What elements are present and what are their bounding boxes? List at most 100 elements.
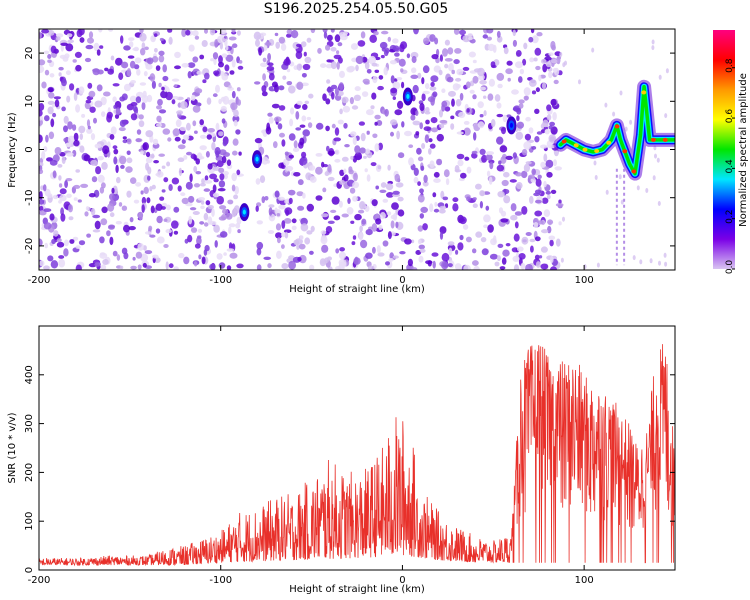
- spectrogram-cell: [529, 195, 534, 204]
- spectrogram-cell: [68, 216, 74, 221]
- spectrogram-cell: [496, 255, 501, 262]
- spectrogram-cell: [534, 236, 541, 242]
- spectrogram-cell: [271, 103, 280, 109]
- spectrogram-cell: [334, 34, 341, 43]
- spectrogram-cell: [112, 145, 118, 150]
- spectrogram-cell: [172, 128, 180, 137]
- spectrogram-cell: [457, 242, 464, 251]
- spectrogram-cell: [271, 81, 278, 88]
- spectrogram-cell: [315, 195, 323, 201]
- spectrogram-cell: [331, 123, 336, 129]
- spectrogram-cell: [364, 61, 370, 70]
- spectrogram-cell: [386, 211, 392, 216]
- spectrogram-cell: [255, 39, 260, 47]
- spectrogram-cell: [127, 55, 135, 59]
- spectrogram-cell: [536, 32, 543, 37]
- spectrogram-cell: [217, 188, 226, 192]
- spectrogram-cell: [374, 121, 378, 126]
- spectrogram-cell: [485, 205, 490, 211]
- spectrogram-cell: [152, 254, 159, 259]
- spectrogram-cell: [355, 64, 359, 72]
- spectrogram-cell: [133, 46, 139, 52]
- spectrogram-cell: [381, 47, 387, 52]
- spectrogram-ridge-peak: [662, 137, 668, 142]
- spectrogram-cell: [546, 171, 553, 178]
- spectrogram-cell: [221, 73, 229, 81]
- spectrogram-cell: [548, 71, 553, 79]
- spectrogram-cell: [85, 44, 94, 50]
- spectrogram-cell: [381, 30, 389, 35]
- spectrogram-cell: [320, 234, 327, 242]
- spectrogram-cell: [278, 85, 285, 91]
- spectrogram-cell: [189, 173, 193, 183]
- spectrogram-cell: [235, 129, 241, 135]
- spectrogram-cell: [213, 70, 220, 76]
- spectrogram-cell: [180, 101, 188, 109]
- spectrogram-cell: [343, 122, 348, 129]
- spectrogram-cell: [275, 41, 281, 49]
- spectrogram-cell: [135, 251, 143, 259]
- spectrogram-cell: [282, 75, 287, 80]
- spectrogram-cell: [457, 159, 464, 167]
- spectrogram-cell: [425, 119, 430, 125]
- spectrogram-cell: [490, 119, 496, 128]
- spectrogram-cell: [86, 119, 91, 127]
- spectrogram-cell: [296, 81, 304, 91]
- spectrogram-cell: [578, 79, 581, 85]
- spectrogram-cell: [143, 186, 149, 194]
- spectrogram-cell: [425, 83, 430, 90]
- spectrogram-cell: [216, 160, 224, 168]
- spectrogram-cell: [256, 220, 263, 225]
- spectrogram-cell: [225, 45, 229, 51]
- spectrogram-cell: [327, 176, 335, 182]
- spectrogram-cell: [176, 110, 184, 115]
- spectrogram-cell: [103, 91, 111, 97]
- spectrogram-cell: [56, 238, 62, 243]
- spectrogram-cell: [482, 34, 488, 39]
- spectrogram-cell: [336, 50, 340, 55]
- spectrogram-cell: [139, 29, 144, 34]
- spectrogram-cell: [97, 174, 105, 183]
- spectrogram-cell: [219, 173, 225, 181]
- spectrogram-cell: [189, 207, 197, 211]
- spectrogram-cell: [545, 190, 551, 195]
- spectrogram-cell: [516, 246, 524, 252]
- spectrogram-cell: [130, 265, 137, 270]
- spectrogram-cell: [128, 37, 135, 41]
- spectrogram-cell: [267, 230, 275, 234]
- spectrogram-cell: [107, 68, 114, 75]
- spectrogram-cell: [44, 242, 48, 249]
- spectrogram-cell: [431, 54, 439, 60]
- spectrogram-cell: [158, 82, 162, 88]
- spectrogram-cell: [268, 204, 275, 208]
- spectrogram-cell: [163, 84, 168, 93]
- spectrogram-cell: [397, 100, 404, 109]
- spectrogram-cell: [190, 153, 196, 160]
- spectrogram-cell: [50, 45, 57, 54]
- spectrogram-cell: [162, 128, 171, 135]
- spectrogram-cell: [218, 262, 226, 269]
- spectrogram-cell: [462, 66, 470, 71]
- spectrogram-cell: [514, 211, 523, 216]
- spectrogram-cell: [359, 225, 363, 232]
- spectrogram-cell: [319, 258, 327, 267]
- spectrogram-cell: [486, 151, 494, 156]
- spectrogram-cell: [350, 155, 354, 160]
- spectrogram-cell: [451, 69, 456, 75]
- spectrogram-cell: [560, 257, 564, 263]
- spectrogram-cell: [43, 208, 52, 213]
- spectrogram-cell: [49, 213, 55, 221]
- spectrogram-cell: [67, 135, 75, 144]
- spectrogram-cell: [142, 90, 147, 98]
- spectrogram-cell: [181, 63, 189, 68]
- spectrogram-cell: [97, 156, 104, 161]
- spectrogram-cell: [456, 153, 465, 160]
- spectrogram-cell: [58, 175, 62, 181]
- spectrogram-cell: [523, 141, 532, 150]
- spectrogram-cell: [304, 237, 311, 245]
- spectrogram-cell: [43, 146, 48, 152]
- spectrogram-cell: [471, 150, 478, 155]
- spectrogram-cell: [389, 60, 397, 65]
- spectrogram-cell: [463, 264, 471, 270]
- spectrogram-cell: [232, 150, 238, 156]
